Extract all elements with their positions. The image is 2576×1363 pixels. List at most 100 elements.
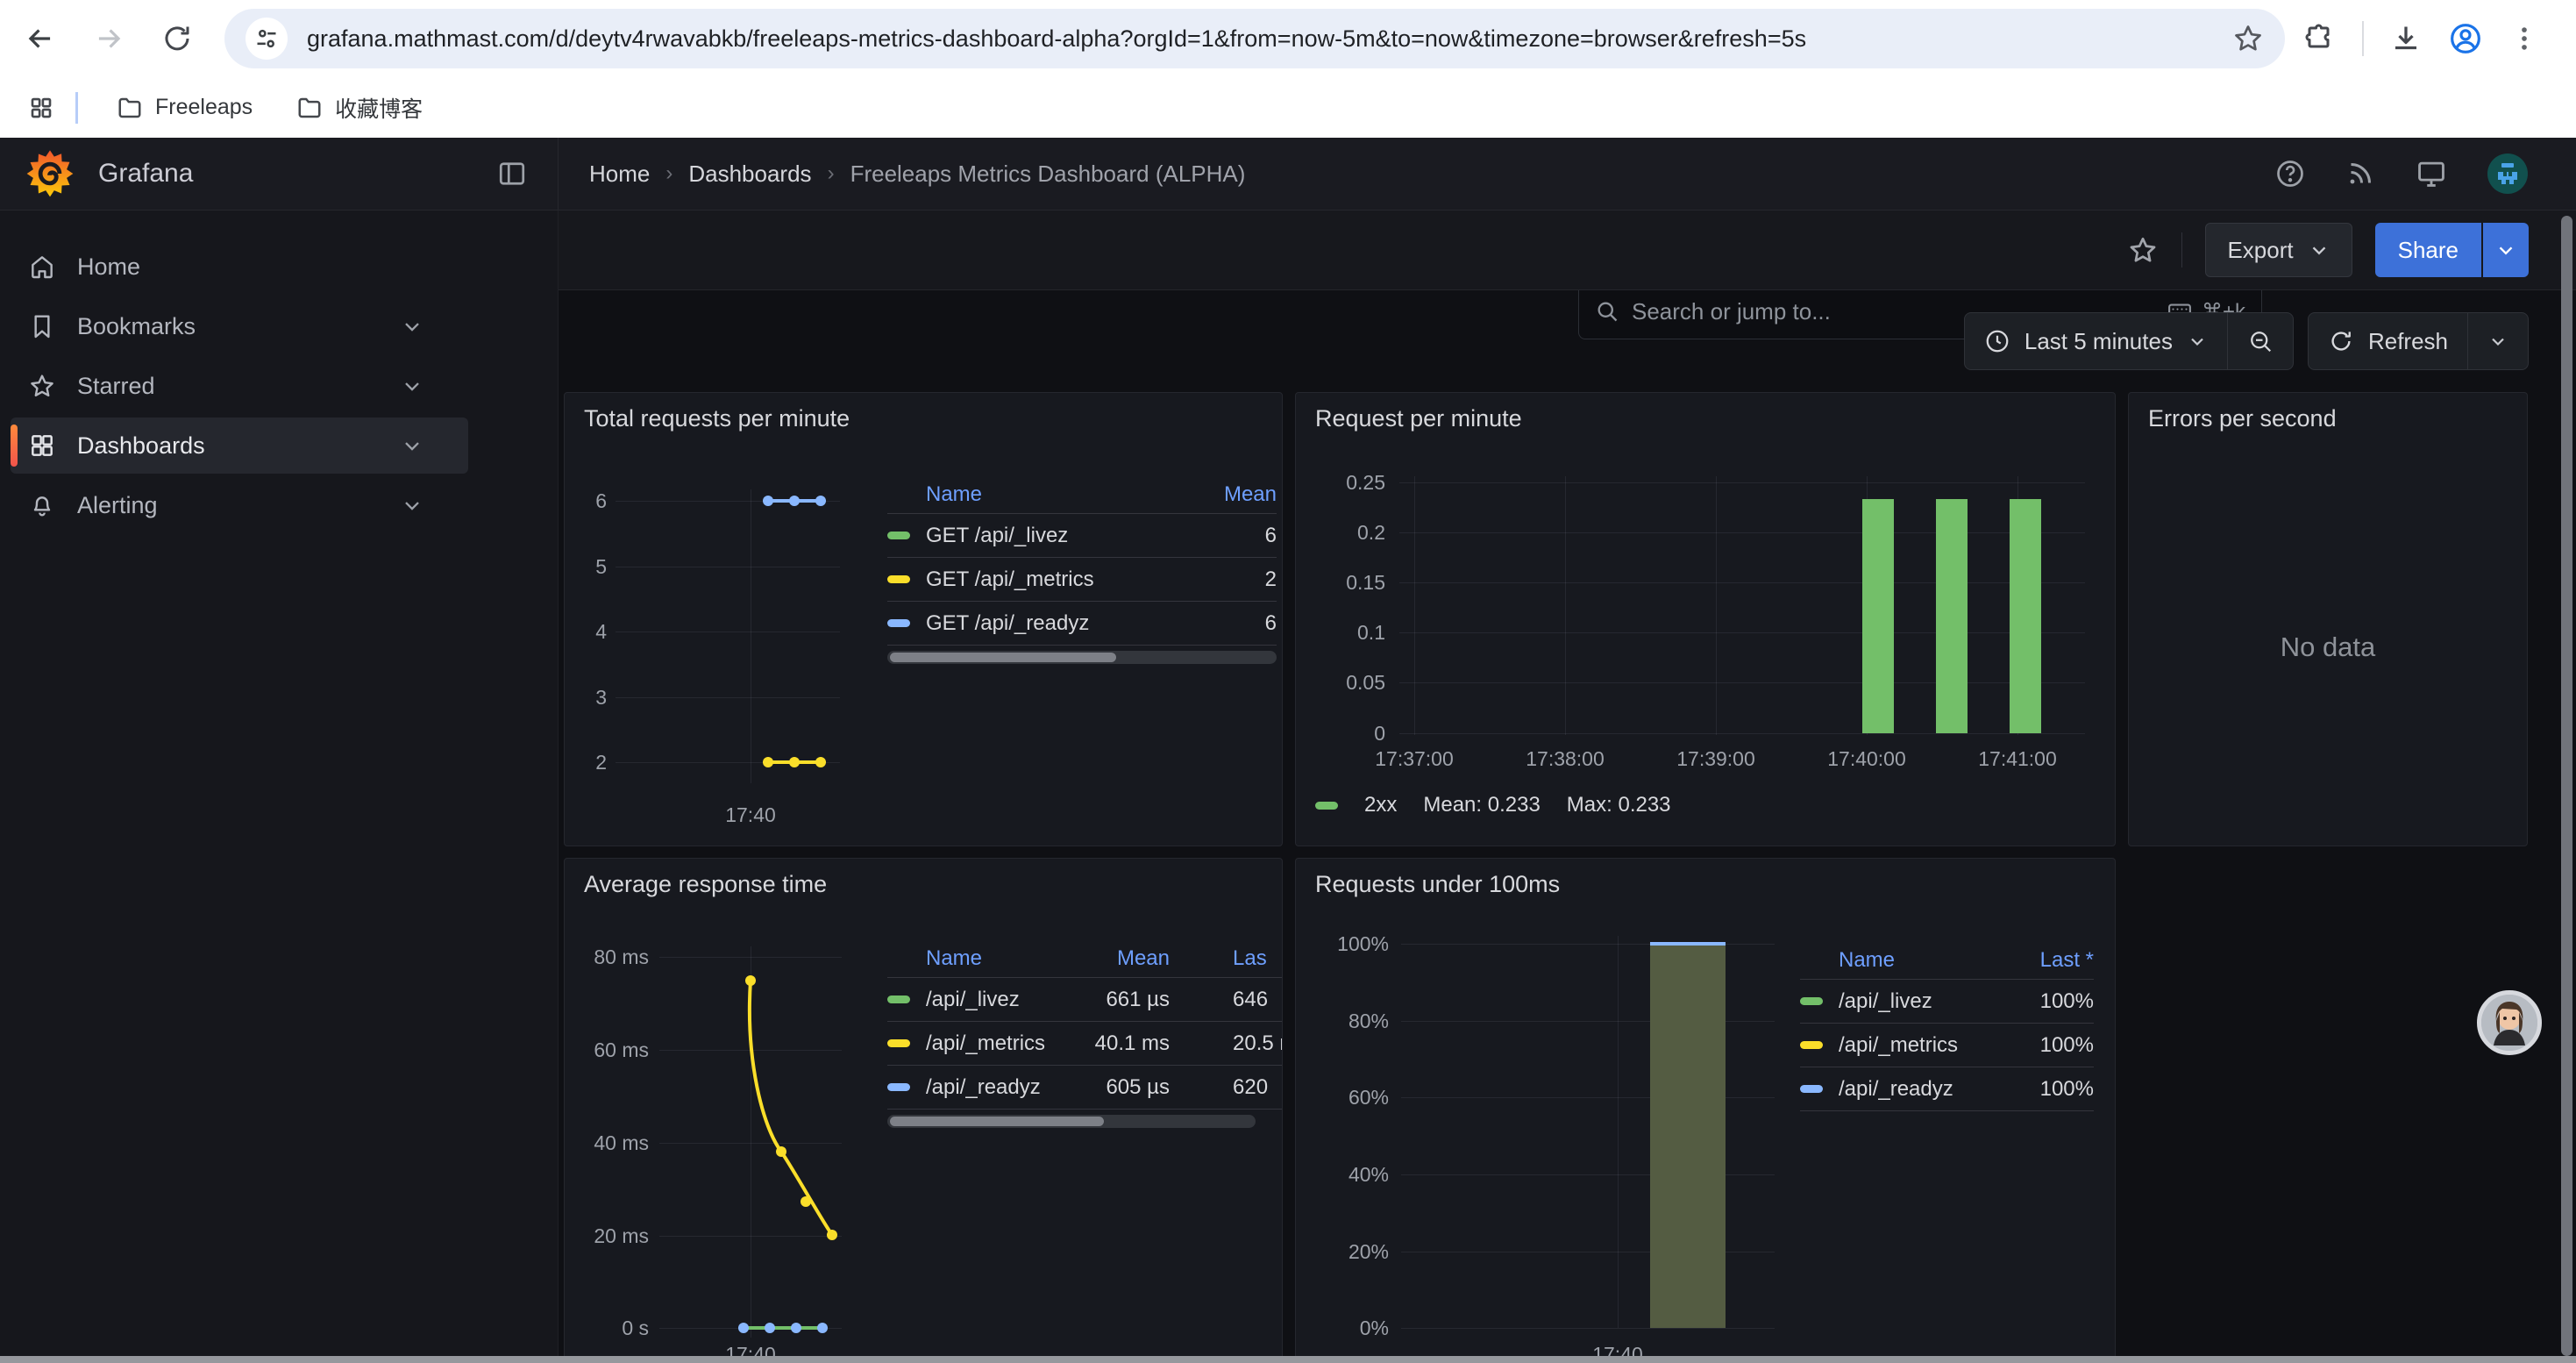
sidebar-item-bookmarks[interactable]: Bookmarks bbox=[11, 298, 468, 354]
grafana-logo[interactable] bbox=[25, 148, 75, 199]
breadcrumb-dashboards[interactable]: Dashboards bbox=[688, 161, 811, 188]
url-bar[interactable]: grafana.mathmast.com/d/deytv4rwavabkb/fr… bbox=[224, 9, 2285, 68]
legend-header-last[interactable]: Last * bbox=[1992, 948, 2094, 973]
floating-assistant-avatar[interactable] bbox=[2477, 990, 2542, 1055]
sidebar-item-label: Starred bbox=[77, 373, 155, 400]
menu-icon[interactable] bbox=[2509, 24, 2539, 54]
bar-2xx bbox=[2010, 499, 2041, 733]
series-swatch bbox=[1315, 802, 1338, 810]
bookmark-folder-blogs[interactable]: 收藏博客 bbox=[281, 83, 438, 132]
panel-title[interactable]: Requests under 100ms bbox=[1315, 871, 1560, 898]
panel-requests-under-100ms: Requests under 100ms 100% 80% 60% 40% 20… bbox=[1295, 858, 2116, 1363]
legend-row[interactable]: /api/_readyz 100% bbox=[1800, 1067, 2094, 1111]
active-accent-bar bbox=[11, 425, 18, 467]
legend-row[interactable]: /api/_metrics 40.1 ms 20.5 r bbox=[887, 1022, 1283, 1066]
export-button[interactable]: Export bbox=[2205, 223, 2352, 277]
dashboard-actions-row: Export Share bbox=[559, 211, 2576, 290]
sidebar-item-label: Dashboards bbox=[77, 432, 205, 460]
legend-row[interactable]: GET /api/_livez 6 bbox=[887, 514, 1277, 558]
chevron-down-icon bbox=[2494, 239, 2517, 261]
panel-errors-per-second: Errors per second No data bbox=[2128, 392, 2528, 846]
breadcrumb-home[interactable]: Home bbox=[589, 161, 650, 188]
panel-total-requests: Total requests per minute 6 5 4 3 2 17:4… bbox=[564, 392, 1283, 846]
forward-button[interactable] bbox=[81, 11, 137, 67]
downloads-icon[interactable] bbox=[2390, 23, 2422, 54]
share-split-button: Share bbox=[2375, 223, 2529, 277]
legend-row[interactable]: /api/_readyz 605 µs 620 bbox=[887, 1066, 1283, 1110]
chevron-down-icon[interactable] bbox=[400, 433, 424, 458]
refresh-icon bbox=[2328, 328, 2354, 354]
browser-toolbar: grafana.mathmast.com/d/deytv4rwavabkb/fr… bbox=[0, 0, 2576, 77]
legend-scrollbar[interactable] bbox=[887, 1115, 1256, 1128]
bookmark-star-icon[interactable] bbox=[2232, 23, 2264, 54]
legend-header-mean[interactable]: Mean bbox=[1145, 482, 1277, 507]
user-avatar[interactable] bbox=[2487, 153, 2529, 195]
chevron-down-icon[interactable] bbox=[400, 493, 424, 517]
help-icon[interactable] bbox=[2274, 158, 2306, 189]
folder-icon bbox=[296, 95, 323, 121]
zoom-out-icon bbox=[2247, 328, 2274, 354]
legend-row[interactable]: GET /api/_metrics 2 bbox=[887, 558, 1277, 602]
refresh-group: Refresh bbox=[2308, 312, 2529, 370]
legend-row[interactable]: /api/_metrics 100% bbox=[1800, 1024, 2094, 1067]
sidebar-item-alerting[interactable]: Alerting bbox=[11, 477, 468, 533]
legend-header-name[interactable]: Name bbox=[926, 482, 1145, 507]
legend-header-last[interactable]: Las bbox=[1170, 946, 1283, 971]
panel-title[interactable]: Total requests per minute bbox=[584, 405, 850, 432]
series-swatch bbox=[887, 995, 910, 1003]
star-icon bbox=[28, 372, 56, 400]
toolbar-divider bbox=[2362, 21, 2364, 56]
bookmark-folder-label: 收藏博客 bbox=[335, 92, 423, 124]
legend-header-name[interactable]: Name bbox=[1839, 948, 1992, 973]
vertical-scrollbar[interactable] bbox=[2561, 216, 2572, 1356]
legend-header-name[interactable]: Name bbox=[926, 946, 1064, 971]
panel-title[interactable]: Request per minute bbox=[1315, 405, 1522, 432]
back-icon bbox=[24, 22, 57, 55]
series-swatch bbox=[1800, 997, 1823, 1005]
series-swatch bbox=[1800, 1041, 1823, 1049]
display-icon[interactable] bbox=[2415, 157, 2448, 190]
series-swatch bbox=[887, 1039, 910, 1047]
grafana-brand: Grafana bbox=[98, 159, 193, 189]
refresh-button[interactable]: Refresh bbox=[2309, 313, 2467, 369]
bookmark-folder-label: Freeleaps bbox=[155, 95, 253, 120]
legend-inline[interactable]: 2xx Mean: 0.233 Max: 0.233 bbox=[1315, 793, 1671, 817]
legend-row[interactable]: /api/_livez 100% bbox=[1800, 980, 2094, 1024]
zoom-out-button[interactable] bbox=[2227, 313, 2293, 369]
breadcrumb-current: Freeleaps Metrics Dashboard (ALPHA) bbox=[850, 161, 1246, 188]
extensions-icon[interactable] bbox=[2304, 23, 2336, 54]
reload-button[interactable] bbox=[149, 11, 205, 67]
legend-table: Name Last * /api/_livez 100% /api/_metri… bbox=[1800, 941, 2094, 1111]
sidebar-toggle-icon[interactable] bbox=[496, 158, 528, 189]
share-menu-button[interactable] bbox=[2483, 223, 2529, 277]
favorite-star-icon[interactable] bbox=[2127, 234, 2159, 266]
legend-scrollbar[interactable] bbox=[887, 651, 1277, 664]
sidebar-item-starred[interactable]: Starred bbox=[11, 358, 468, 414]
site-settings-icon[interactable] bbox=[246, 18, 288, 60]
back-button[interactable] bbox=[12, 11, 68, 67]
browser-actions bbox=[2304, 21, 2539, 56]
legend-row[interactable]: GET /api/_readyz 6 bbox=[887, 602, 1277, 646]
profile-icon[interactable] bbox=[2448, 21, 2483, 56]
time-picker-group: Last 5 minutes bbox=[1964, 312, 2294, 370]
horizontal-scrollbar[interactable] bbox=[0, 1356, 2576, 1363]
sidebar-item-dashboards[interactable]: Dashboards bbox=[11, 417, 468, 474]
sidebar-item-label: Bookmarks bbox=[77, 313, 196, 340]
refresh-interval-button[interactable] bbox=[2467, 313, 2528, 369]
panel-title[interactable]: Average response time bbox=[584, 871, 827, 898]
panel-title[interactable]: Errors per second bbox=[2148, 405, 2337, 432]
bar-2xx bbox=[1862, 499, 1894, 733]
series-swatch bbox=[887, 619, 910, 627]
share-button[interactable]: Share bbox=[2375, 223, 2481, 277]
legend-row[interactable]: /api/_livez 661 µs 646 bbox=[887, 978, 1283, 1022]
no-data-message: No data bbox=[2129, 632, 2527, 663]
chevron-down-icon[interactable] bbox=[400, 374, 424, 398]
time-range-picker[interactable]: Last 5 minutes bbox=[1965, 313, 2227, 369]
news-rss-icon[interactable] bbox=[2345, 158, 2376, 189]
url-text[interactable]: grafana.mathmast.com/d/deytv4rwavabkb/fr… bbox=[307, 25, 2232, 53]
chevron-down-icon[interactable] bbox=[400, 314, 424, 339]
legend-header-mean[interactable]: Mean bbox=[1064, 946, 1170, 971]
apps-grid-icon[interactable] bbox=[28, 95, 54, 121]
sidebar-item-home[interactable]: Home bbox=[11, 239, 468, 295]
bookmark-folder-freeleaps[interactable]: Freeleaps bbox=[101, 86, 268, 130]
